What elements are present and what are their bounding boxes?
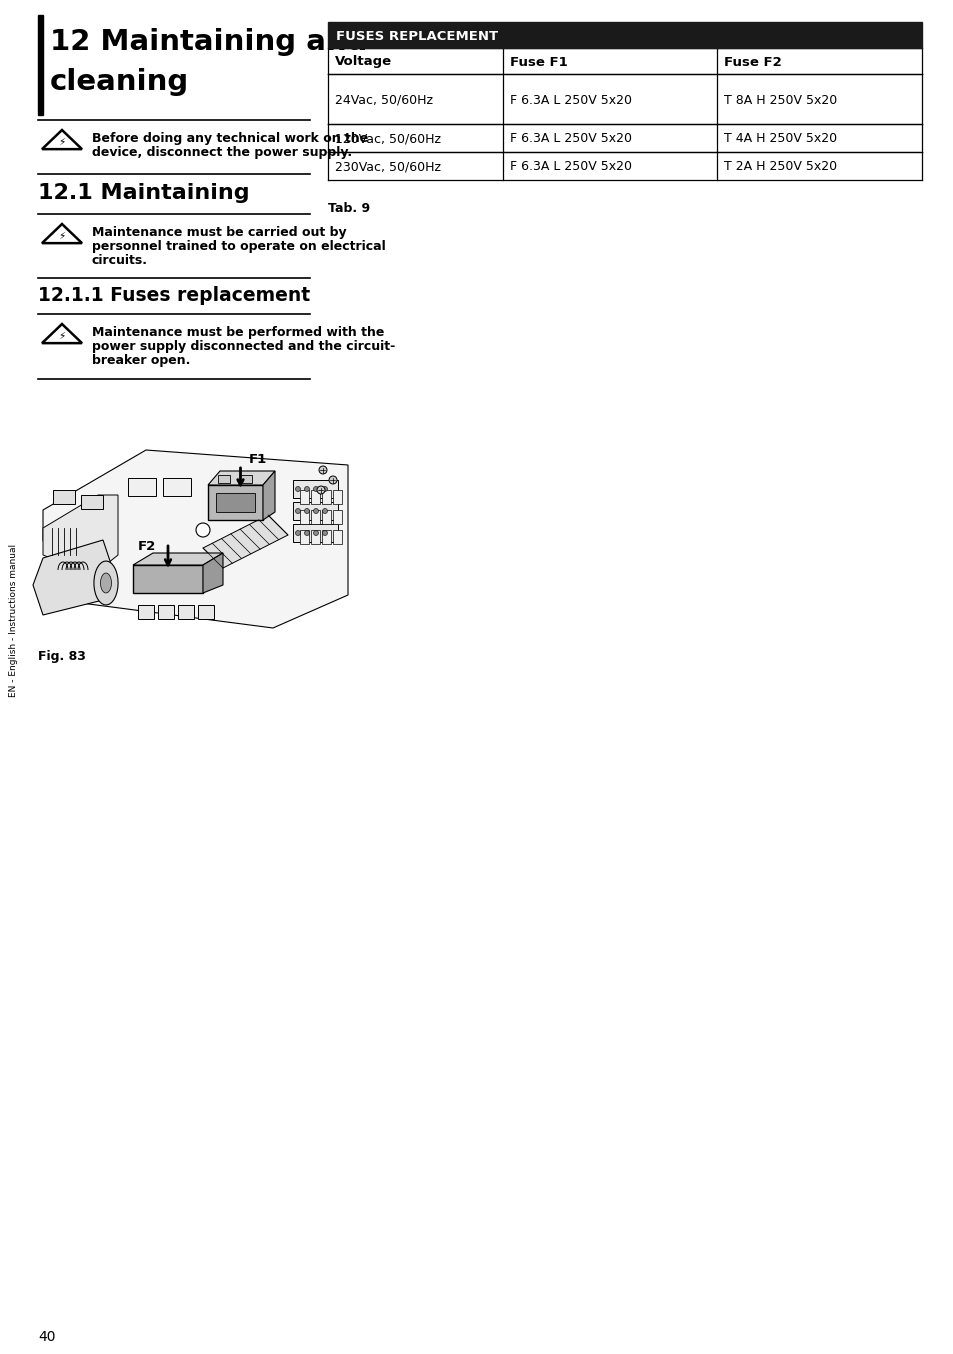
- Bar: [293, 524, 337, 542]
- Text: F 6.3A L 250V 5x20: F 6.3A L 250V 5x20: [510, 93, 632, 107]
- Text: cleaning: cleaning: [50, 68, 189, 96]
- Circle shape: [322, 531, 327, 535]
- Polygon shape: [263, 471, 274, 520]
- Text: ⚡: ⚡: [58, 330, 66, 341]
- Circle shape: [314, 486, 318, 492]
- Circle shape: [314, 531, 318, 535]
- Circle shape: [304, 531, 309, 535]
- Text: EN - English - Instructions manual: EN - English - Instructions manual: [9, 543, 17, 696]
- Text: ⚡: ⚡: [58, 230, 66, 241]
- Text: 120Vac, 50/60Hz: 120Vac, 50/60Hz: [335, 133, 440, 145]
- Bar: [208, 485, 263, 520]
- Text: F2: F2: [138, 540, 156, 552]
- Polygon shape: [203, 552, 223, 593]
- Circle shape: [316, 486, 325, 494]
- Bar: [128, 478, 156, 496]
- Bar: [299, 490, 309, 504]
- Text: ⚡: ⚡: [58, 137, 66, 146]
- Text: T 8A H 250V 5x20: T 8A H 250V 5x20: [723, 93, 837, 107]
- Text: 40: 40: [38, 1330, 55, 1345]
- Bar: [178, 605, 193, 619]
- Bar: [322, 510, 331, 524]
- Bar: [218, 475, 230, 483]
- Bar: [333, 490, 341, 504]
- Text: Tab. 9: Tab. 9: [328, 202, 370, 215]
- Bar: [158, 605, 173, 619]
- Bar: [138, 605, 153, 619]
- Text: Fuse F1: Fuse F1: [510, 56, 567, 69]
- Circle shape: [322, 509, 327, 513]
- Bar: [215, 493, 254, 512]
- Text: 12.1 Maintaining: 12.1 Maintaining: [38, 183, 250, 203]
- Text: 230Vac, 50/60Hz: 230Vac, 50/60Hz: [335, 161, 440, 173]
- Text: T 2A H 250V 5x20: T 2A H 250V 5x20: [723, 161, 837, 173]
- Bar: [322, 490, 331, 504]
- Bar: [132, 565, 203, 593]
- Text: F 6.3A L 250V 5x20: F 6.3A L 250V 5x20: [510, 133, 632, 145]
- Circle shape: [318, 466, 327, 474]
- Circle shape: [314, 509, 318, 513]
- Text: 12 Maintaining and: 12 Maintaining and: [50, 28, 367, 56]
- Bar: [38, 15, 43, 115]
- Polygon shape: [132, 552, 223, 565]
- Bar: [333, 529, 341, 544]
- Circle shape: [295, 531, 300, 535]
- Polygon shape: [43, 450, 348, 628]
- Bar: [299, 510, 309, 524]
- Polygon shape: [203, 515, 288, 567]
- Text: Voltage: Voltage: [335, 56, 392, 69]
- Text: 24Vac, 50/60Hz: 24Vac, 50/60Hz: [335, 93, 433, 107]
- Circle shape: [329, 477, 336, 483]
- Text: Fuse F2: Fuse F2: [723, 56, 781, 69]
- Text: Maintenance must be carried out by: Maintenance must be carried out by: [91, 226, 346, 240]
- Bar: [293, 502, 337, 520]
- Bar: [293, 481, 337, 498]
- Bar: [328, 22, 921, 47]
- Polygon shape: [94, 561, 118, 605]
- Bar: [311, 510, 319, 524]
- Text: personnel trained to operate on electrical: personnel trained to operate on electric…: [91, 240, 385, 253]
- Bar: [333, 510, 341, 524]
- Text: device, disconnect the power supply.: device, disconnect the power supply.: [91, 146, 352, 158]
- Circle shape: [304, 509, 309, 513]
- Bar: [198, 605, 213, 619]
- Bar: [299, 529, 309, 544]
- Text: Fig. 83: Fig. 83: [38, 650, 86, 663]
- Polygon shape: [43, 496, 118, 575]
- Circle shape: [304, 486, 309, 492]
- Text: T 4A H 250V 5x20: T 4A H 250V 5x20: [723, 133, 837, 145]
- Circle shape: [322, 486, 327, 492]
- Text: F1: F1: [248, 454, 267, 466]
- Text: 12.1.1 Fuses replacement: 12.1.1 Fuses replacement: [38, 286, 310, 305]
- Polygon shape: [208, 471, 274, 485]
- Text: F 6.3A L 250V 5x20: F 6.3A L 250V 5x20: [510, 161, 632, 173]
- Text: FUSES REPLACEMENT: FUSES REPLACEMENT: [335, 30, 497, 43]
- Bar: [81, 496, 103, 509]
- Text: breaker open.: breaker open.: [91, 353, 191, 367]
- Bar: [163, 478, 191, 496]
- Bar: [322, 529, 331, 544]
- Bar: [311, 490, 319, 504]
- Polygon shape: [100, 573, 112, 593]
- Bar: [240, 475, 252, 483]
- Text: Maintenance must be performed with the: Maintenance must be performed with the: [91, 326, 384, 338]
- Polygon shape: [33, 540, 112, 615]
- Bar: [311, 529, 319, 544]
- Text: circuits.: circuits.: [91, 255, 148, 267]
- Bar: [53, 490, 75, 504]
- Text: Before doing any technical work on the: Before doing any technical work on the: [91, 131, 368, 145]
- Circle shape: [295, 486, 300, 492]
- Circle shape: [295, 509, 300, 513]
- Circle shape: [195, 523, 210, 538]
- Text: power supply disconnected and the circuit-: power supply disconnected and the circui…: [91, 340, 395, 353]
